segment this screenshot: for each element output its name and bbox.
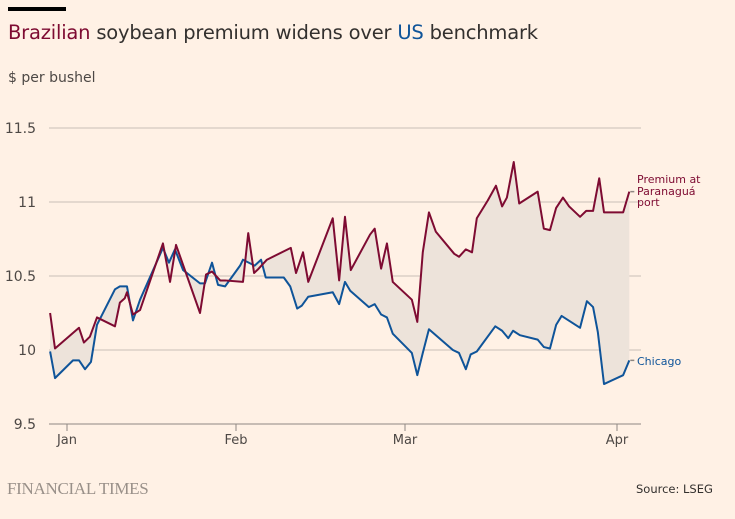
ft-logo: FINANCIAL TIMES	[7, 479, 149, 498]
chicago-line	[49, 246, 631, 386]
label-line: Premium at	[637, 173, 701, 186]
label-premium-paranagua: Premium at Paranaguá port	[637, 174, 701, 209]
y-tick-label: 10.5	[5, 269, 36, 285]
ft-top-rule	[8, 7, 66, 11]
y-tick-label: 10	[18, 343, 36, 359]
label-leaders	[630, 190, 635, 362]
paranagua-line	[49, 161, 631, 350]
series-lines	[49, 161, 631, 386]
x-tick-label: Jan	[56, 433, 77, 448]
y-axis-unit: $ per bushel	[8, 70, 96, 86]
spread-area	[50, 162, 630, 385]
x-tick-label: Feb	[224, 433, 247, 448]
title-brazilian: Brazilian	[8, 21, 91, 44]
label-line: Paranaguá	[637, 184, 696, 198]
chart-title: Brazilian soybean premium widens over US…	[8, 21, 538, 44]
x-tick-label: Apr	[606, 433, 629, 448]
x-axis: Jan Feb Mar Apr	[49, 423, 641, 448]
y-axis-ticks: 9.5 10 10.5 11 11.5	[5, 121, 36, 433]
x-tick-label: Mar	[393, 433, 418, 448]
y-tick-label: 9.5	[14, 417, 36, 433]
spread-fill	[50, 162, 630, 385]
title-end: benchmark	[423, 21, 538, 44]
title-us: US	[397, 21, 424, 44]
y-tick-label: 11	[18, 195, 36, 211]
title-middle: soybean premium widens over	[90, 21, 398, 44]
label-line: port	[637, 196, 660, 209]
source-note: Source: LSEG	[636, 482, 713, 496]
y-tick-label: 11.5	[5, 121, 36, 137]
label-chicago: Chicago	[637, 355, 682, 368]
